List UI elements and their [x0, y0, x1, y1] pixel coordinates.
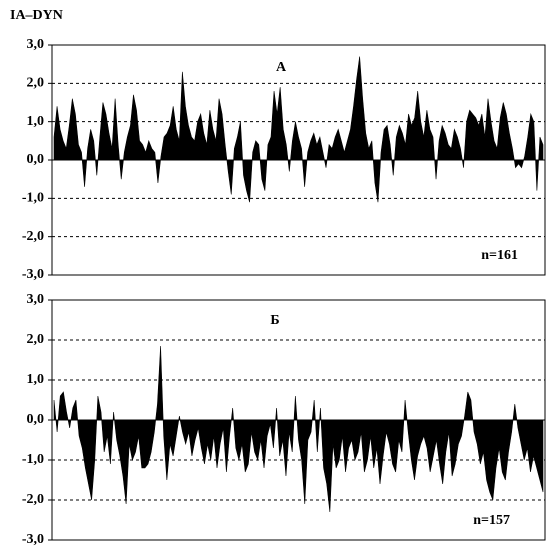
y-tick-label: 3,0 [27, 37, 45, 52]
y-tick-label: -2,0 [22, 229, 44, 244]
annotation: n=161 [481, 248, 518, 263]
y-tick-label: -3,0 [22, 267, 44, 282]
y-tick-label: 1,0 [27, 372, 45, 387]
annotation: n=157 [473, 513, 510, 528]
panel-label: Б [270, 313, 279, 328]
y-tick-label: 3,0 [27, 292, 45, 307]
plot-frame [51, 44, 546, 276]
y-tick-label: 0,0 [27, 152, 45, 167]
y-tick-label: 0,0 [27, 412, 45, 427]
area [53, 345, 544, 513]
y-tick-label: -1,0 [22, 191, 44, 206]
y-tick-label: 2,0 [27, 76, 45, 91]
y-tick-label: -3,0 [22, 532, 44, 547]
y-tick-label: 2,0 [27, 332, 45, 347]
y-tick-label: 1,0 [27, 114, 45, 129]
panel-label: А [276, 60, 287, 75]
y-tick-label: -1,0 [22, 452, 44, 467]
y-axis-label: IA–DYN [10, 8, 63, 23]
plot-frame [51, 299, 546, 541]
y-tick-label: -2,0 [22, 492, 44, 507]
area [53, 56, 544, 203]
